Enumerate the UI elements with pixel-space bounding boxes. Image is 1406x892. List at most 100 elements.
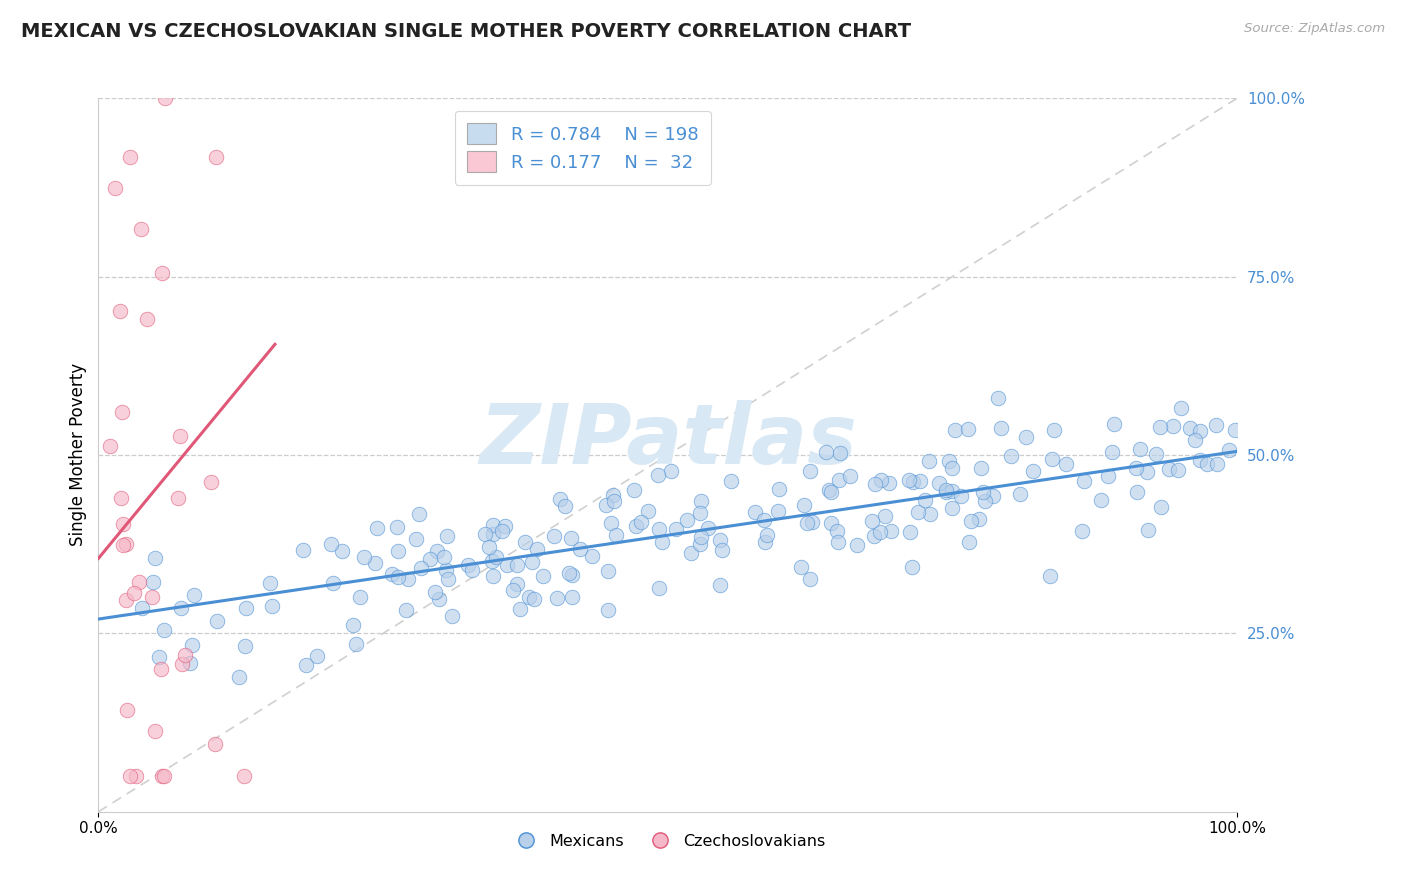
Point [426, 544, 449, 558]
Point [1205, 418, 1227, 433]
Point [496, 558, 519, 573]
Point [170, 600, 193, 615]
Point [689, 494, 711, 508]
Point [419, 552, 441, 566]
Point [1097, 469, 1119, 483]
Point [436, 528, 458, 542]
Point [626, 519, 648, 533]
Point [1040, 452, 1063, 467]
Point [796, 516, 818, 531]
Point [581, 549, 603, 564]
Point [827, 473, 849, 487]
Point [648, 581, 671, 595]
Point [115, 536, 138, 550]
Point [114, 593, 136, 607]
Point [768, 482, 790, 496]
Point [307, 649, 329, 664]
Point [941, 461, 963, 475]
Point [941, 501, 963, 516]
Point [720, 475, 742, 489]
Point [169, 429, 191, 443]
Point [602, 488, 624, 502]
Point [131, 222, 153, 236]
Point [1161, 418, 1184, 433]
Point [166, 491, 188, 505]
Point [173, 648, 195, 662]
Point [136, 312, 159, 326]
Point [914, 492, 936, 507]
Point [520, 555, 543, 569]
Point [115, 703, 138, 717]
Point [918, 454, 941, 468]
Point [825, 524, 848, 539]
Point [558, 566, 581, 580]
Point [494, 518, 516, 533]
Point [434, 563, 457, 577]
Point [846, 538, 869, 552]
Point [1136, 523, 1159, 537]
Point [262, 599, 284, 613]
Point [523, 592, 546, 607]
Point [1102, 417, 1125, 432]
Point [342, 617, 364, 632]
Point [830, 446, 852, 460]
Point [457, 558, 479, 572]
Point [941, 484, 963, 499]
Point [150, 266, 173, 280]
Point [1043, 423, 1066, 437]
Point [793, 499, 815, 513]
Point [675, 513, 697, 527]
Text: Source: ZipAtlas.com: Source: ZipAtlas.com [1244, 22, 1385, 36]
Point [153, 91, 176, 105]
Point [1136, 466, 1159, 480]
Point [870, 473, 893, 487]
Point [111, 405, 134, 419]
Point [898, 473, 921, 487]
Point [599, 516, 621, 530]
Point [491, 524, 513, 539]
Point [98, 439, 121, 453]
Point [1071, 524, 1094, 538]
Point [477, 540, 499, 554]
Point [517, 590, 540, 604]
Point [908, 474, 931, 488]
Point [425, 585, 447, 599]
Point [506, 577, 529, 591]
Point [429, 592, 451, 607]
Point [120, 769, 142, 783]
Point [561, 568, 583, 582]
Point [664, 522, 686, 536]
Point [141, 590, 163, 604]
Point [292, 543, 315, 558]
Point [513, 534, 536, 549]
Legend: Mexicans, Czechoslovakians: Mexicans, Czechoslovakians [503, 828, 832, 855]
Point [1206, 457, 1229, 471]
Point [1014, 430, 1036, 444]
Point [568, 542, 591, 557]
Point [170, 657, 193, 672]
Point [131, 601, 153, 615]
Point [560, 531, 582, 545]
Point [398, 572, 420, 586]
Point [869, 524, 891, 539]
Point [1189, 424, 1212, 438]
Point [637, 504, 659, 518]
Point [143, 724, 166, 739]
Point [970, 461, 993, 475]
Point [148, 650, 170, 665]
Point [928, 475, 950, 490]
Point [474, 526, 496, 541]
Point [526, 542, 548, 557]
Point [598, 565, 620, 579]
Point [460, 563, 482, 577]
Point [679, 546, 702, 560]
Point [1073, 474, 1095, 488]
Point [1101, 444, 1123, 458]
Point [595, 498, 617, 512]
Point [153, 623, 176, 637]
Point [183, 588, 205, 602]
Point [972, 484, 994, 499]
Point [623, 483, 645, 498]
Point [200, 475, 222, 490]
Point [128, 575, 150, 590]
